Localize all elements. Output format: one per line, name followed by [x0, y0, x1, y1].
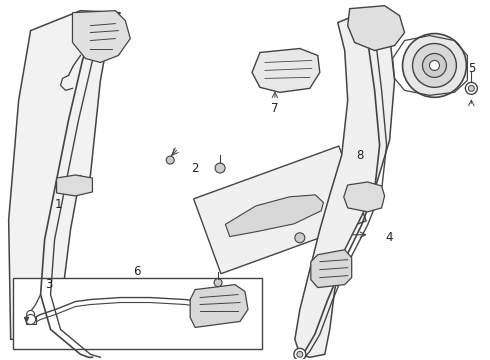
Polygon shape [311, 250, 352, 288]
Text: 7: 7 [271, 102, 279, 115]
Polygon shape [56, 175, 93, 196]
Text: 8: 8 [356, 149, 364, 162]
Text: 3: 3 [45, 278, 52, 291]
Circle shape [25, 315, 36, 324]
Polygon shape [295, 15, 394, 357]
Circle shape [429, 60, 440, 71]
Circle shape [214, 279, 222, 287]
Circle shape [166, 156, 174, 164]
Circle shape [422, 54, 446, 77]
Circle shape [403, 33, 466, 97]
Polygon shape [73, 11, 130, 62]
Polygon shape [348, 6, 405, 50]
Bar [13, 278, 262, 349]
Polygon shape [225, 195, 323, 237]
Text: 6: 6 [134, 265, 141, 278]
Circle shape [297, 351, 303, 357]
Text: 4: 4 [386, 231, 393, 244]
Polygon shape [343, 182, 385, 212]
Circle shape [294, 348, 306, 360]
Circle shape [466, 82, 477, 94]
Circle shape [215, 163, 225, 173]
Circle shape [468, 85, 474, 91]
Circle shape [295, 233, 305, 243]
Bar [25, 318, 36, 324]
Polygon shape [252, 49, 320, 92]
Circle shape [413, 44, 456, 87]
Text: 1: 1 [55, 198, 62, 211]
Polygon shape [194, 146, 366, 274]
Text: 2: 2 [192, 162, 199, 175]
Polygon shape [9, 11, 121, 339]
Text: 5: 5 [467, 62, 475, 75]
Polygon shape [190, 285, 248, 328]
Circle shape [26, 310, 35, 319]
